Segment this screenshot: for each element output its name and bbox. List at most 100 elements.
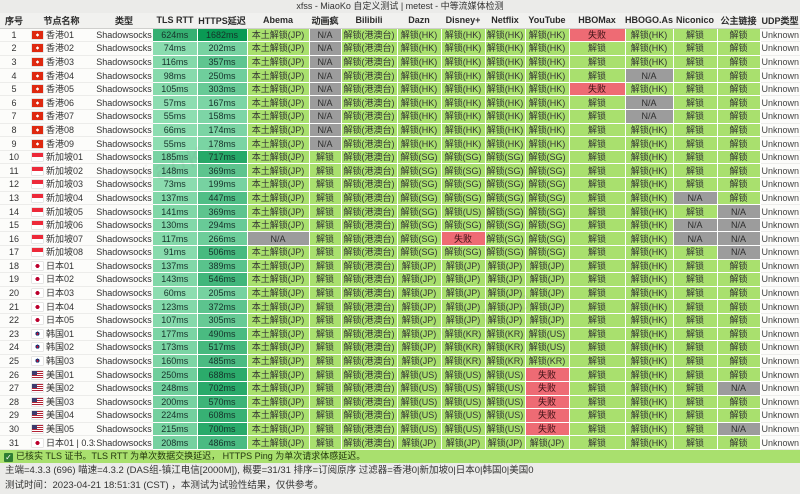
table-row: 19 日本02 Shadowsocks 143ms 546ms 本土解锁(JP) 解锁 解锁(…: [0, 272, 800, 287]
service-cell-niconico: 解锁: [673, 313, 718, 328]
tls-rtt-cell: 73ms: [153, 177, 198, 192]
service-cell-hbogo: 解锁(HK): [625, 136, 674, 151]
us-flag-icon: [32, 425, 43, 434]
service-cell-bilibili: 解锁(港澳台): [341, 150, 398, 165]
service-cell-disney: 解锁(US): [441, 408, 486, 423]
service-cell-princess: N/A: [717, 381, 761, 396]
service-cell-abema: 本土解锁(JP): [247, 68, 310, 83]
service-cell-bilibili: 解锁(港澳台): [341, 136, 398, 151]
footer-meta: 主端=4.3.3 (696) 喵速=4.3.2 (DAS组-镇江电信[2000M…: [0, 462, 800, 479]
service-cell-abema: N/A: [247, 231, 310, 246]
service-cell-hbogo: 解锁(HK): [625, 177, 674, 192]
service-cell-niconico: 解锁: [673, 299, 718, 314]
service-cell-hbomax: 解锁: [569, 327, 626, 342]
service-cell-udp: Unknown: [759, 191, 800, 206]
service-cell-netflix: 解锁(HK): [485, 136, 526, 151]
service-cell-abema: 本土解锁(JP): [247, 340, 310, 355]
tls-rtt-cell: 137ms: [153, 259, 198, 274]
service-cell-abema: 本土解锁(JP): [247, 123, 310, 138]
service-cell-dazn: 解锁(US): [397, 395, 442, 410]
service-cell-disney: 解锁(US): [441, 204, 486, 219]
service-cell-hbomax: 解锁: [569, 435, 626, 450]
service-cell-abema: 本土解锁(JP): [247, 150, 310, 165]
service-cell-disney: 解锁(JP): [441, 435, 486, 450]
service-cell-youtube: 解锁(HK): [525, 41, 570, 56]
service-cell-udp: Unknown: [759, 259, 800, 274]
service-cell-udp: Unknown: [759, 95, 800, 111]
service-cell-niconico: 解锁: [673, 408, 718, 423]
node-type-cell: Shadowsocks: [95, 245, 153, 260]
row-index: 24: [0, 340, 28, 355]
service-cell-netflix: 解锁(SG): [485, 204, 526, 219]
column-header-8: Dazn: [397, 13, 441, 29]
node-name: 美国04: [46, 410, 75, 421]
table-row: 26 美国01 Shadowsocks 250ms 688ms 本土解锁(JP) 解锁 解锁(…: [0, 367, 800, 382]
row-index: 22: [0, 313, 28, 328]
service-cell-hbogo: 解锁(HK): [625, 422, 674, 437]
service-cell-anime: 解锁: [309, 163, 342, 179]
service-cell-anime: 解锁: [309, 218, 342, 233]
node-name-cell: 美国01: [28, 367, 95, 382]
service-cell-youtube: 解锁(HK): [525, 68, 570, 83]
service-cell-princess: 解锁: [717, 177, 761, 192]
tls-rtt-cell: 143ms: [153, 272, 198, 287]
row-index: 23: [0, 327, 28, 342]
service-cell-hbogo: 解锁(HK): [625, 408, 674, 423]
service-cell-hbomax: 解锁: [569, 95, 626, 111]
https-latency-cell: 389ms: [197, 259, 248, 274]
node-name-cell: 香港02: [28, 41, 95, 56]
service-cell-dazn: 解锁(US): [397, 422, 442, 437]
service-cell-bilibili: 解锁(港澳台): [341, 422, 398, 437]
node-name: 美国02: [46, 383, 75, 394]
node-name: 新加坡04: [46, 192, 84, 203]
service-cell-niconico: 解锁: [673, 395, 718, 410]
service-cell-dazn: 解锁(HK): [397, 123, 442, 138]
service-cell-abema: 本土解锁(JP): [247, 259, 310, 274]
table-row: 24 韩国02 Shadowsocks 173ms 517ms 本土解锁(JP) 解锁 解锁(…: [0, 340, 800, 355]
service-cell-disney: 解锁(HK): [441, 136, 486, 151]
node-name-cell: 香港07: [28, 109, 95, 124]
node-name-cell: 美国05: [28, 422, 95, 437]
node-type-cell: Shadowsocks: [95, 395, 153, 410]
node-name: 香港04: [46, 70, 75, 81]
node-type-cell: Shadowsocks: [95, 41, 153, 56]
service-cell-udp: Unknown: [759, 136, 800, 151]
service-cell-hbomax: 解锁: [569, 286, 626, 301]
node-name: 新加坡06: [46, 220, 84, 231]
row-index: 30: [0, 422, 28, 437]
service-cell-princess: 解锁: [717, 95, 761, 111]
tls-rtt-cell: 200ms: [153, 395, 198, 410]
service-cell-udp: Unknown: [759, 395, 800, 410]
service-cell-dazn: 解锁(HK): [397, 82, 442, 97]
node-name-cell: 美国02: [28, 381, 95, 396]
service-cell-abema: 本土解锁(JP): [247, 395, 310, 410]
service-cell-bilibili: 解锁(港澳台): [341, 55, 398, 70]
service-cell-dazn: 解锁(HK): [397, 55, 442, 70]
https-latency-cell: 485ms: [197, 354, 248, 369]
service-cell-hbomax: 解锁: [569, 422, 626, 437]
service-cell-udp: Unknown: [759, 218, 800, 233]
node-name-cell: 新加坡07: [28, 231, 95, 246]
service-cell-abema: 本土解锁(JP): [247, 191, 310, 206]
service-cell-anime: 解锁: [309, 435, 342, 450]
tls-notice-bar: ✓ 已核实 TLS 证书。TLS RTT 为单次数据交换延迟， HTTPS Pin…: [0, 449, 800, 463]
service-cell-dazn: 解锁(SG): [397, 245, 442, 260]
service-cell-dazn: 解锁(SG): [397, 218, 442, 233]
https-latency-cell: 199ms: [197, 177, 248, 192]
table-row: 11 新加坡02 Shadowsocks 148ms 369ms 本土解锁(JP) 解锁 解锁…: [0, 163, 800, 179]
service-cell-netflix: 解锁(HK): [485, 41, 526, 56]
node-name-cell: 新加坡08: [28, 245, 95, 260]
node-name-cell: 日本02: [28, 272, 95, 287]
service-cell-princess: 解锁: [717, 163, 761, 179]
service-cell-youtube: 解锁(HK): [525, 123, 570, 138]
check-icon: ✓: [4, 452, 13, 462]
table-row: 25 韩国03 Shadowsocks 160ms 485ms 本土解锁(JP) 解锁 解锁(…: [0, 354, 800, 369]
service-cell-abema: 本土解锁(JP): [247, 367, 310, 382]
service-cell-niconico: 解锁: [673, 136, 718, 151]
row-index: 31: [0, 435, 28, 450]
node-type-cell: Shadowsocks: [95, 354, 153, 369]
tls-rtt-cell: 123ms: [153, 299, 198, 314]
hk-flag-icon: [32, 139, 43, 148]
service-cell-princess: 解锁: [717, 136, 761, 151]
node-name: 香港09: [46, 138, 75, 149]
